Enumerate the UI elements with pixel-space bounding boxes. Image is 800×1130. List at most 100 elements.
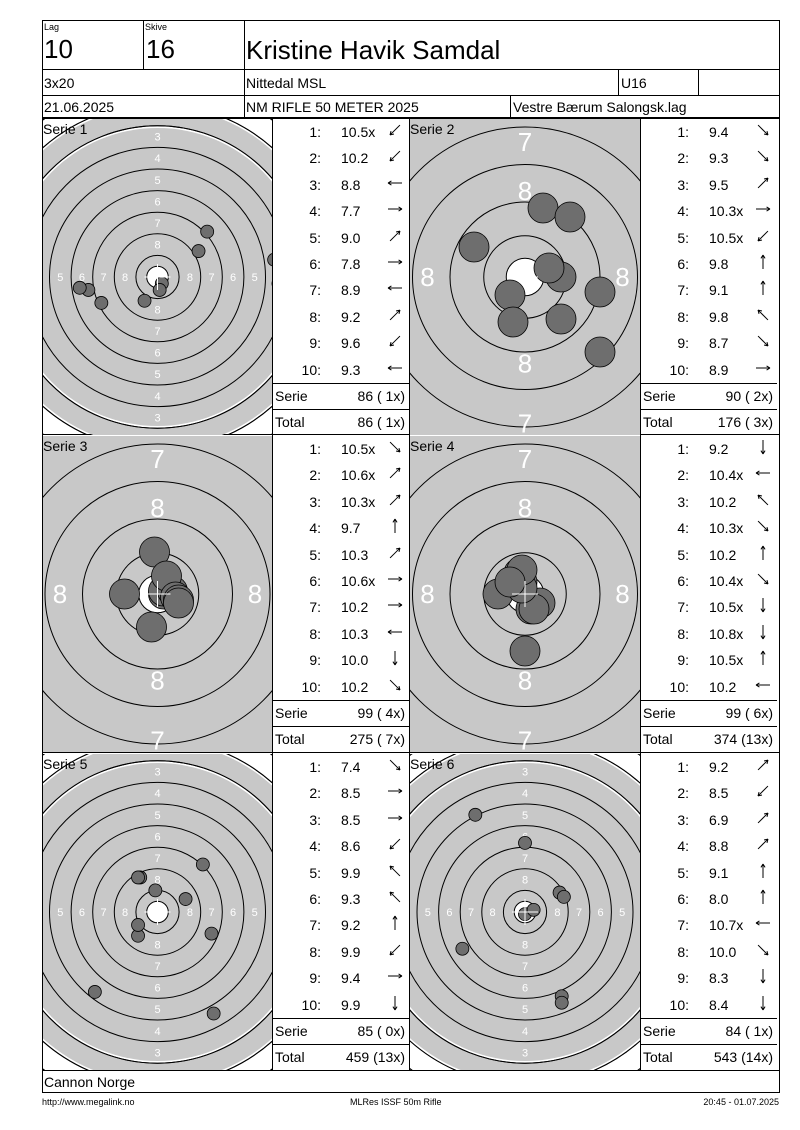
svg-text:8: 8 xyxy=(615,579,629,609)
shot-mark-1 xyxy=(206,1006,221,1021)
shot-row: 1: 9.2 xyxy=(641,754,777,780)
shot-row: 5: 9.9 xyxy=(273,860,409,886)
serie-sum-label: Serie xyxy=(275,705,308,721)
serie-sum: Serie 84 ( 1x) xyxy=(641,1018,777,1044)
target-svg: 8 8 8 8 7 7 xyxy=(43,436,272,752)
shot-row: 10: 9.3 xyxy=(273,357,409,383)
direction-arrow-icon xyxy=(757,177,769,189)
shot-mark-3 xyxy=(527,192,559,224)
shot-number: 7: xyxy=(677,599,689,616)
shot-mark-10 xyxy=(554,995,569,1010)
shot-row: 6: 10.4x xyxy=(641,568,777,594)
direction-arrow-icon xyxy=(756,365,771,371)
shot-mark-5 xyxy=(200,224,215,239)
shot-row: 2: 10.6x xyxy=(273,462,409,488)
serie-sum: Serie 99 ( 4x) xyxy=(273,700,409,726)
direction-arrow-icon xyxy=(387,285,402,291)
direction-arrow-icon xyxy=(387,629,402,635)
svg-text:6: 6 xyxy=(79,907,85,919)
shot-row: 5: 9.1 xyxy=(641,860,777,886)
shot-score: 9.3 xyxy=(341,891,361,907)
direction-arrow-icon xyxy=(760,995,766,1010)
direction-arrow-icon xyxy=(389,335,401,347)
direction-arrow-icon xyxy=(760,281,766,296)
svg-text:6: 6 xyxy=(154,831,160,843)
direction-arrow-icon xyxy=(388,788,403,794)
shot-score: 9.9 xyxy=(341,864,361,881)
direction-arrow-icon xyxy=(757,812,769,824)
shot-number: 7: xyxy=(309,917,321,934)
shot-score: 9.9 xyxy=(341,943,361,960)
target-svg: 8 8 8 8 7 7 xyxy=(410,119,640,435)
shot-score: 9.9 xyxy=(341,996,361,1013)
shot-mark-9 xyxy=(136,611,167,643)
shot-row: 3: 8.5 xyxy=(273,807,409,833)
shot-score: 7.8 xyxy=(341,256,361,272)
shot-row: 3: 9.5 xyxy=(641,172,777,198)
serie-sum-label: Serie xyxy=(275,1023,308,1039)
svg-text:8: 8 xyxy=(154,875,160,887)
shot-number: 7: xyxy=(677,282,689,299)
shot-list-serie-3: 1: 10.5x 2: 10.6x 3: 10.3x 4: 9.7 5: 10.3 6: 10.6x 7… xyxy=(273,436,409,752)
shot-number: 7: xyxy=(309,282,321,299)
svg-text:3: 3 xyxy=(522,1047,528,1059)
shot-score: 8.6 xyxy=(341,838,361,855)
shot-score: 10.5x xyxy=(709,229,744,246)
shot-score: 10.4x xyxy=(709,573,744,589)
shot-number: 3: xyxy=(677,493,689,510)
shot-score: 7.4 xyxy=(341,759,361,775)
shot-score: 9.6 xyxy=(341,335,361,352)
shot-score: 9.2 xyxy=(709,441,729,457)
direction-arrow-icon xyxy=(389,494,401,506)
svg-text:8: 8 xyxy=(518,348,532,378)
direction-arrow-icon xyxy=(389,944,401,956)
svg-text:4: 4 xyxy=(154,391,160,403)
shot-row: 5: 9.0 xyxy=(273,225,409,251)
shot-number: 7: xyxy=(677,917,689,934)
running-total: Total 275 ( 7x) xyxy=(273,726,409,752)
shot-row: 3: 8.8 xyxy=(273,172,409,198)
svg-text:6: 6 xyxy=(154,196,160,208)
shot-row: 2: 10.2 xyxy=(273,145,409,171)
serie-sum-value: 85 ( 0x) xyxy=(357,1023,405,1039)
svg-text:5: 5 xyxy=(154,175,160,187)
shot-mark-7 xyxy=(94,296,109,310)
shot-number: 9: xyxy=(677,335,689,352)
shot-number: 6: xyxy=(309,573,321,589)
shot-score: 9.5 xyxy=(709,176,729,193)
svg-text:8: 8 xyxy=(154,304,160,316)
shot-number: 1: xyxy=(309,759,321,775)
shot-number: 10: xyxy=(301,996,321,1013)
shot-row: 9: 10.0 xyxy=(273,647,409,673)
svg-text:5: 5 xyxy=(522,810,528,822)
shot-number: 5: xyxy=(309,229,321,246)
shot-score: 7.7 xyxy=(341,203,361,220)
direction-arrow-icon xyxy=(388,973,403,979)
svg-text:8: 8 xyxy=(53,579,67,609)
direction-arrow-icon xyxy=(389,230,401,241)
shot-row: 9: 8.7 xyxy=(641,330,777,356)
shot-number: 8: xyxy=(677,943,689,960)
svg-text:7: 7 xyxy=(154,326,160,338)
shot-score: 9.4 xyxy=(709,124,729,140)
shot-mark-2 xyxy=(152,283,167,297)
shot-score: 10.2 xyxy=(709,493,737,510)
serie-sum: Serie 85 ( 0x) xyxy=(273,1018,409,1044)
direction-arrow-icon xyxy=(388,259,403,265)
shot-row: 8: 9.8 xyxy=(641,304,777,330)
shot-score: 10.3 xyxy=(341,546,369,563)
website-link[interactable]: http://www.megalink.no xyxy=(42,1097,135,1107)
shot-mark-4 xyxy=(267,253,272,267)
shot-number: 1: xyxy=(677,441,689,457)
direction-arrow-icon xyxy=(389,838,401,850)
svg-text:8: 8 xyxy=(490,907,496,919)
target-serie-6: 888877776666555544443333Serie 6 xyxy=(410,754,640,1070)
shot-score: 10.3x xyxy=(341,493,376,510)
shot-score: 10.5x xyxy=(709,599,744,616)
svg-text:4: 4 xyxy=(154,788,160,800)
shooter-name: Kristine Havik Samdal xyxy=(246,35,501,65)
running-total-value: 459 (13x) xyxy=(345,1049,405,1065)
shot-number: 3: xyxy=(677,176,689,193)
shot-score: 10.2 xyxy=(709,678,737,695)
shot-row: 1: 9.4 xyxy=(641,119,777,145)
